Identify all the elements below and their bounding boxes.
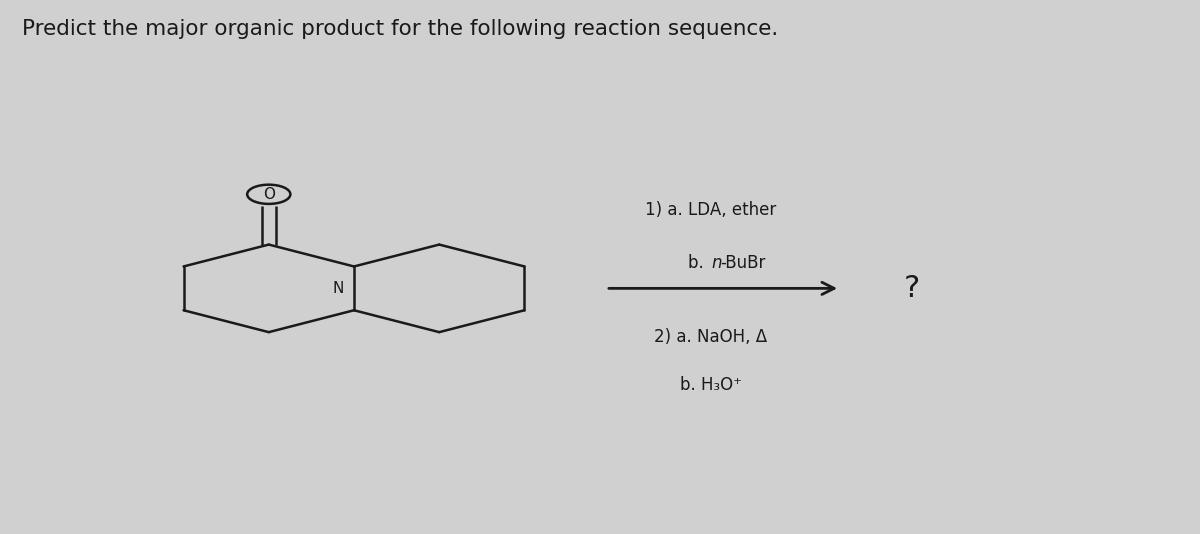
Text: O: O	[263, 187, 275, 202]
Text: b.: b.	[688, 254, 709, 272]
Text: n: n	[712, 254, 722, 272]
Text: 1) a. LDA, ether: 1) a. LDA, ether	[646, 201, 776, 219]
Text: 2) a. NaOH, Δ: 2) a. NaOH, Δ	[654, 328, 768, 347]
Text: b. H₃O⁺: b. H₃O⁺	[680, 376, 742, 395]
Text: ?: ?	[904, 274, 920, 303]
Text: -BuBr: -BuBr	[720, 254, 766, 272]
Text: Predict the major organic product for the following reaction sequence.: Predict the major organic product for th…	[22, 19, 778, 38]
Text: N: N	[332, 281, 344, 296]
